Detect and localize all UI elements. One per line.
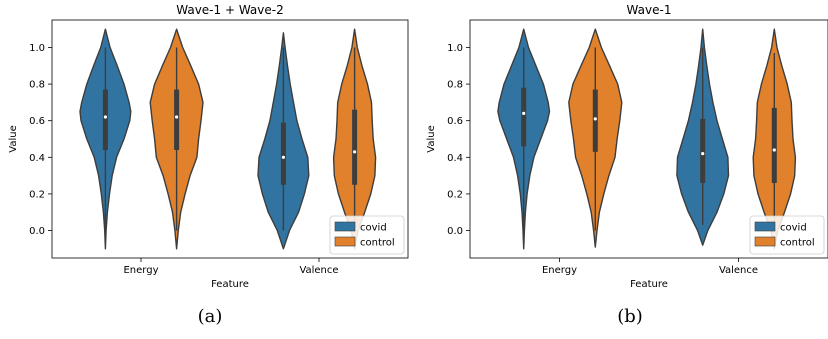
chart-panel-b: Wave-1 0.0 0.2 0.4 0.6 0.8 1.0 Energy Valence Fea…	[426, 3, 828, 290]
iqr-box-control-energy	[592, 89, 598, 152]
legend-label-covid: covid	[780, 223, 807, 234]
iqr-box-covid-valence	[700, 118, 706, 183]
x-tick-label: Energy	[123, 265, 158, 276]
median-point-covid-valence	[701, 152, 705, 156]
legend-label-control: control	[780, 238, 815, 249]
legend-swatch-covid	[334, 221, 356, 232]
median-point-covid-energy	[103, 115, 107, 119]
y-tick-label: 0.6	[29, 116, 45, 127]
iqr-box-control-valence	[771, 107, 777, 183]
iqr-box-control-energy	[174, 89, 180, 150]
y-tick-label: 1.0	[447, 43, 463, 54]
median-point-covid-valence	[281, 155, 285, 159]
median-point-covid-energy	[522, 111, 526, 115]
legend-swatch-control	[334, 236, 356, 247]
y-tick-label: 1.0	[29, 43, 45, 54]
y-tick-label: 0.4	[447, 153, 463, 164]
median-point-control-valence	[353, 150, 357, 154]
x-tick-label: Energy	[542, 265, 577, 276]
y-axis-label: Value	[8, 125, 19, 152]
plot-frame	[51, 19, 409, 259]
legend: covid control	[749, 215, 825, 255]
median-point-control-valence	[772, 148, 776, 152]
legend-label-covid: covid	[360, 223, 387, 234]
y-tick-label: 0.0	[447, 226, 463, 237]
y-tick-label: 0.2	[447, 189, 463, 200]
x-axis-label: Feature	[211, 279, 249, 290]
legend-label-control: control	[360, 238, 395, 249]
x-tick-label: Valence	[719, 265, 758, 276]
y-tick-label: 0.2	[29, 189, 45, 200]
iqr-box-covid-energy	[521, 87, 527, 147]
x-axis-label: Feature	[630, 279, 668, 290]
chart-panel-a: Wave-1 + Wave-2 0.0 0.2 0.4 0.6 0.8 1.0 Energy V…	[8, 3, 409, 290]
chart-title: Wave-1 + Wave-2	[176, 3, 283, 17]
median-point-control-energy	[593, 117, 597, 121]
iqr-box-covid-valence	[280, 122, 286, 185]
caption-b: (b)	[617, 306, 643, 327]
y-axis-label: Value	[426, 125, 437, 152]
iqr-box-control-valence	[352, 109, 358, 185]
legend-swatch-control	[754, 236, 776, 247]
median-point-control-energy	[175, 115, 179, 119]
y-tick-label: 0.4	[29, 153, 45, 164]
chart-title: Wave-1	[627, 3, 672, 17]
y-tick-label: 0.0	[29, 226, 45, 237]
y-tick-label: 0.8	[447, 80, 463, 91]
x-tick-label: Valence	[299, 265, 338, 276]
y-tick-label: 0.6	[447, 116, 463, 127]
y-tick-label: 0.8	[29, 80, 45, 91]
legend: covid control	[329, 215, 405, 255]
iqr-box-covid-energy	[102, 89, 108, 150]
legend-swatch-covid	[754, 221, 776, 232]
caption-a: (a)	[197, 306, 223, 327]
plot-frame	[469, 19, 828, 259]
